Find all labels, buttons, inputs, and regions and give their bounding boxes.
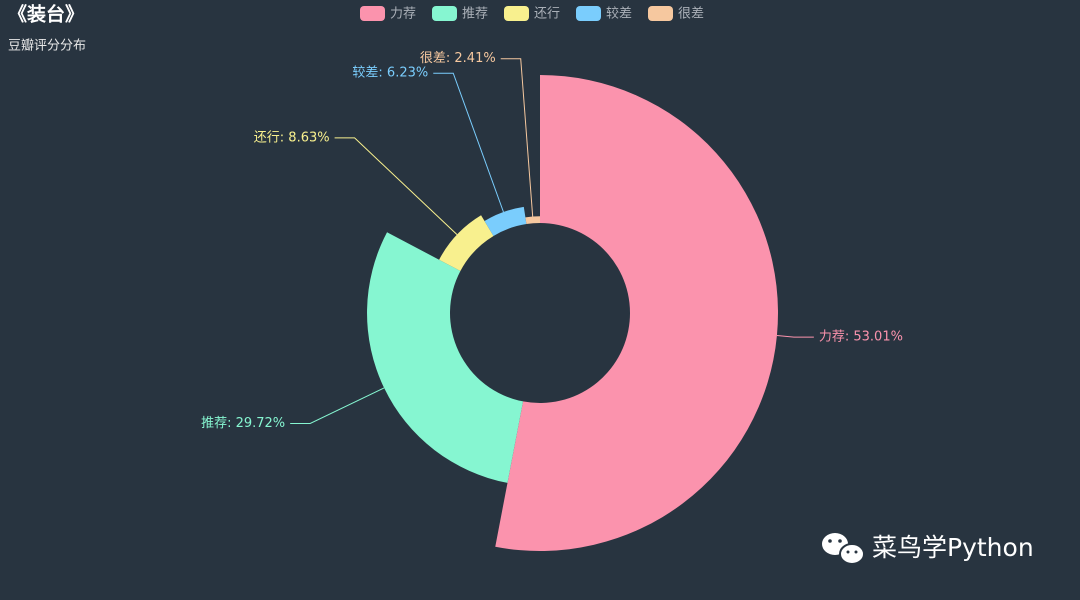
chart-title: 《装台》 bbox=[8, 3, 84, 26]
chart-subtitle: 豆瓣评分分布 bbox=[8, 39, 86, 54]
legend-label: 还行 bbox=[534, 7, 560, 22]
pie-sector bbox=[525, 216, 540, 225]
watermark: 菜鸟学Python bbox=[872, 533, 1034, 562]
data-label: 很差: 2.41% bbox=[420, 51, 496, 66]
pie-sector bbox=[484, 206, 527, 236]
legend-swatch bbox=[432, 6, 457, 21]
leader-line bbox=[500, 58, 534, 217]
leader-line bbox=[290, 387, 385, 424]
data-label: 推荐: 29.72% bbox=[201, 416, 285, 431]
legend-label: 较差 bbox=[606, 7, 632, 22]
pie-sector bbox=[439, 215, 494, 271]
leader-line bbox=[776, 334, 814, 338]
legend-label: 推荐 bbox=[462, 7, 488, 22]
data-label: 力荐: 53.01% bbox=[819, 330, 903, 345]
leader-line bbox=[334, 137, 458, 236]
pie-sector bbox=[367, 232, 524, 483]
legend-swatch bbox=[648, 6, 673, 21]
pie-sector bbox=[495, 75, 779, 551]
legend-swatch bbox=[504, 6, 529, 21]
legend-label: 力荐 bbox=[390, 7, 416, 22]
legend-swatch bbox=[576, 6, 601, 21]
watermark-icon bbox=[822, 533, 865, 565]
data-label: 较差: 6.23% bbox=[352, 66, 428, 81]
legend-swatch bbox=[360, 6, 385, 21]
leader-line bbox=[433, 72, 504, 213]
data-label: 还行: 8.63% bbox=[254, 130, 330, 145]
legend-label: 很差 bbox=[678, 7, 704, 22]
